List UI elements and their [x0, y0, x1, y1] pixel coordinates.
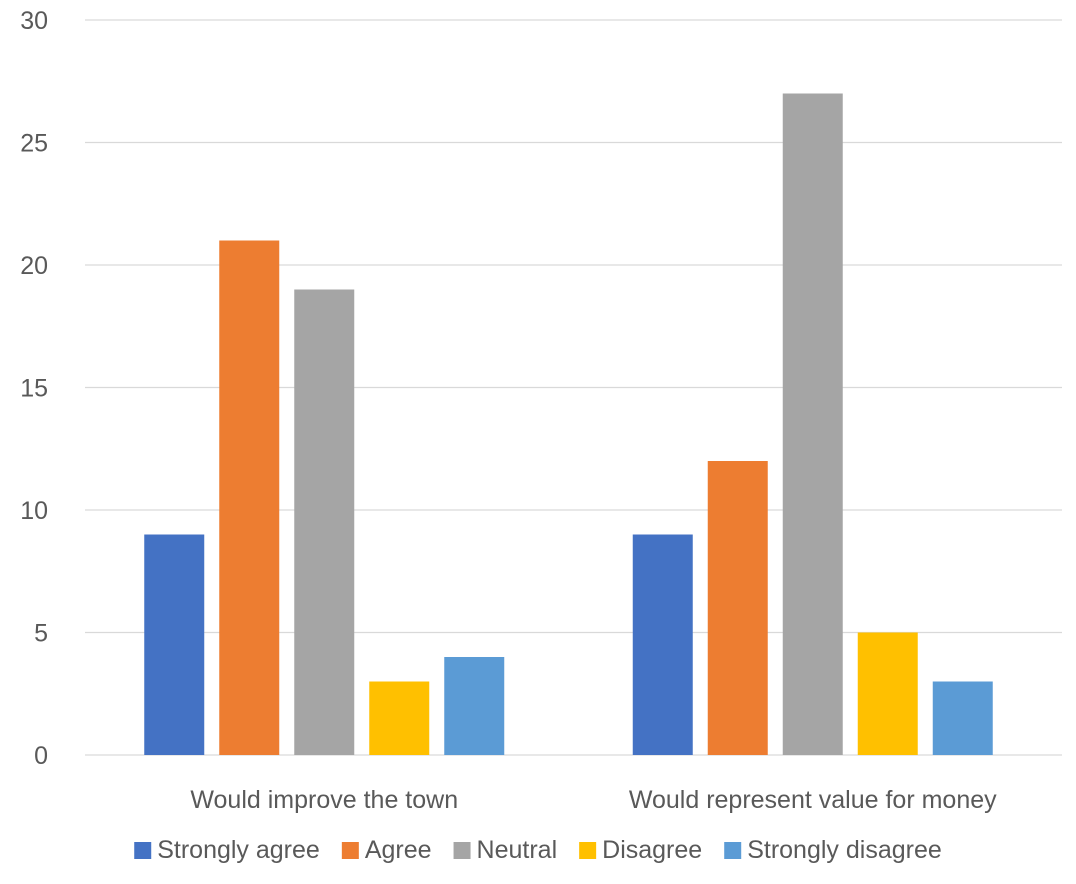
- legend-item-strongly-agree: Strongly agree: [134, 836, 320, 864]
- legend-label: Strongly disagree: [747, 836, 942, 864]
- y-axis-tick-labels: 0 5 10 15 20 25 30: [20, 7, 48, 770]
- bar-neutral-1: [294, 289, 355, 755]
- legend-label: Strongly agree: [157, 836, 320, 864]
- bar-agree-2: [707, 461, 768, 755]
- x-category-label: Would improve the town: [190, 786, 458, 814]
- x-category-label: Would represent value for money: [629, 786, 997, 814]
- legend-swatch: [453, 842, 471, 859]
- legend-label: Disagree: [602, 836, 702, 864]
- y-tick-label: 25: [20, 130, 48, 158]
- bar-disagree-1: [369, 681, 430, 755]
- legend-item-disagree: Disagree: [579, 836, 702, 864]
- legend-swatch: [579, 842, 597, 859]
- y-tick-label: 10: [20, 497, 48, 525]
- legend-label: Agree: [365, 836, 432, 864]
- legend-label: Neutral: [477, 836, 558, 864]
- x-axis-category-labels: Would improve the town Would represent va…: [190, 786, 997, 814]
- y-tick-label: 20: [20, 252, 48, 280]
- legend-swatch: [341, 842, 359, 859]
- bars: [144, 93, 993, 755]
- legend-swatch: [134, 842, 152, 859]
- y-tick-label: 30: [20, 7, 48, 35]
- legend-item-agree: Agree: [341, 836, 432, 864]
- bar-strongly-disagree-2: [932, 681, 993, 755]
- legend-swatch: [724, 842, 742, 859]
- legend-item-strongly-disagree: Strongly disagree: [724, 836, 942, 864]
- bar-agree-1: [219, 240, 280, 755]
- bar-neutral-2: [782, 93, 843, 755]
- bar-strongly-agree-1: [144, 534, 205, 755]
- y-tick-label: 0: [34, 742, 48, 770]
- bar-strongly-disagree-1: [444, 657, 505, 755]
- y-tick-label: 15: [20, 375, 48, 403]
- bar-strongly-agree-2: [632, 534, 693, 755]
- y-tick-label: 5: [34, 620, 48, 648]
- bar-disagree-2: [857, 632, 918, 755]
- legend-item-neutral: Neutral: [453, 836, 558, 864]
- legend: Strongly agree Agree Neutral Disagree Strong…: [134, 836, 942, 864]
